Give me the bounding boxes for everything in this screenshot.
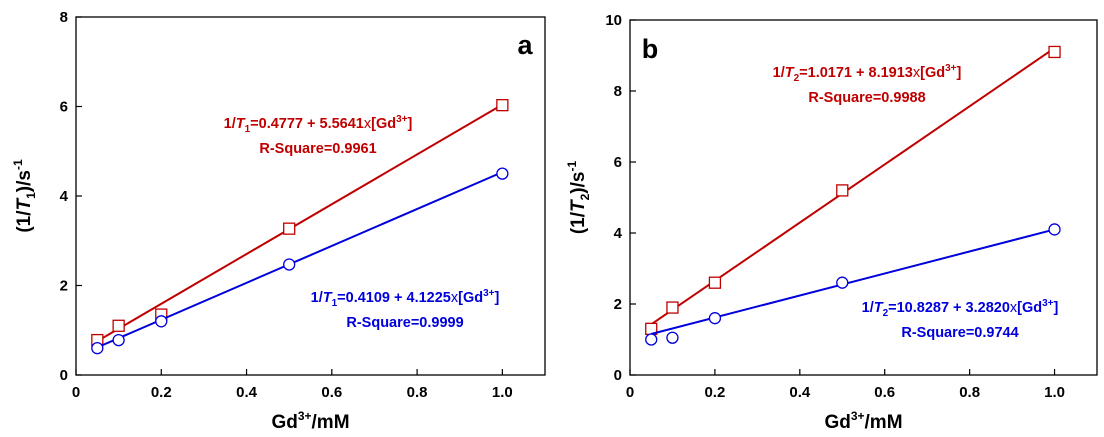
data-point-square [666,301,679,314]
y-tick-label: 6 [614,154,622,171]
data-point-circle [666,331,679,344]
y-tick-label: 8 [60,9,68,26]
plot-frame [629,19,1098,376]
fit-equation: 1/T2=10.8287 + 3.2820x[Gd3+] [862,298,1059,319]
y-axis-label: (1/T2)/s-1 [565,161,592,235]
x-tick-label: 0 [72,384,80,401]
fit-equation: 1/T2=1.0171 + 8.1913x[Gd3+] [773,63,962,84]
r-square-label: R-Square=0.9999 [346,315,463,331]
y-tick-label: 6 [60,99,68,116]
y-tick-label: 10 [605,12,622,29]
series-red-squares: 1/T2=1.0171 + 8.1913x[Gd3+] R-Square=0.99… [645,45,1061,336]
y-tick-label: 2 [60,278,68,295]
plot-frame [75,16,546,376]
fit-equation: 1/T1=0.4109 + 4.1225x[Gd3+] [311,288,500,309]
x-tick-label: 0.4 [789,384,811,401]
r-square-label: R-Square=0.9988 [808,90,925,106]
data-point-square [112,319,125,332]
x-tick-label: 0.6 [321,384,342,401]
x-tick-label: 0 [626,384,634,401]
x-tick-label: 0.8 [407,384,428,401]
chart-panel-a: 0 0.2 0.4 0.6 0.8 1.0 0 2 4 6 8 Gd3+/mM (1/T1)/s-1 a 1… [11,9,546,433]
x-tick-label: 0.8 [959,384,980,401]
r-square-label: R-Square=0.9744 [901,325,1018,341]
x-tick-label: 1.0 [492,384,513,401]
data-point-square [283,222,296,235]
data-point-circle [1048,223,1061,236]
fit-line [96,103,503,343]
y-tick-label: 4 [60,188,69,205]
x-tick-label: 1.0 [1044,384,1065,401]
data-point-square [836,184,849,197]
data-point-square [708,276,722,289]
panel-letter: b [642,34,659,64]
fit-equation: 1/T1=0.4777 + 5.5641x[Gd3+] [224,114,413,135]
data-point-circle [155,315,168,328]
data-point-circle [496,167,509,180]
series-red-squares: 1/T1=0.4777 + 5.5641x[Gd3+] R-Square=0.99… [91,99,509,347]
x-tick-label: 0.2 [151,384,172,401]
data-point-circle [708,312,722,325]
y-tick-label: 8 [614,83,622,100]
y-tick-label: 4 [614,225,623,242]
y-axis-label: (1/T1)/s-1 [11,159,38,233]
x-tick-label: 0.6 [874,384,895,401]
data-point-circle [112,333,125,347]
x-tick-label: 0.2 [704,384,725,401]
data-point-circle [836,276,849,289]
x-tick-label: 0.4 [236,384,258,401]
x-axis-label: Gd3+/mM [271,409,349,433]
data-point-circle [91,341,104,355]
series-blue-circles: 1/T1=0.4109 + 4.1225x[Gd3+] R-Square=0.99… [91,167,509,355]
series-blue-circles: 1/T2=10.8287 + 3.2820x[Gd3+] R-Square=0.9… [645,223,1061,346]
data-point-circle [645,333,658,346]
panel-letter: a [517,30,533,60]
data-point-square [496,99,509,112]
y-tick-label: 2 [614,296,622,313]
chart-panel-b: 0 0.2 0.4 0.6 0.8 1.0 0 2 4 6 8 10 Gd3+/mM (1/T2)/s-1… [565,12,1098,433]
y-tick-label: 0 [614,367,622,384]
data-point-square [1048,45,1061,59]
data-point-circle [283,258,296,271]
y-tick-label: 0 [60,367,68,384]
x-axis-label: Gd3+/mM [824,409,902,433]
r-square-label: R-Square=0.9961 [259,141,376,157]
